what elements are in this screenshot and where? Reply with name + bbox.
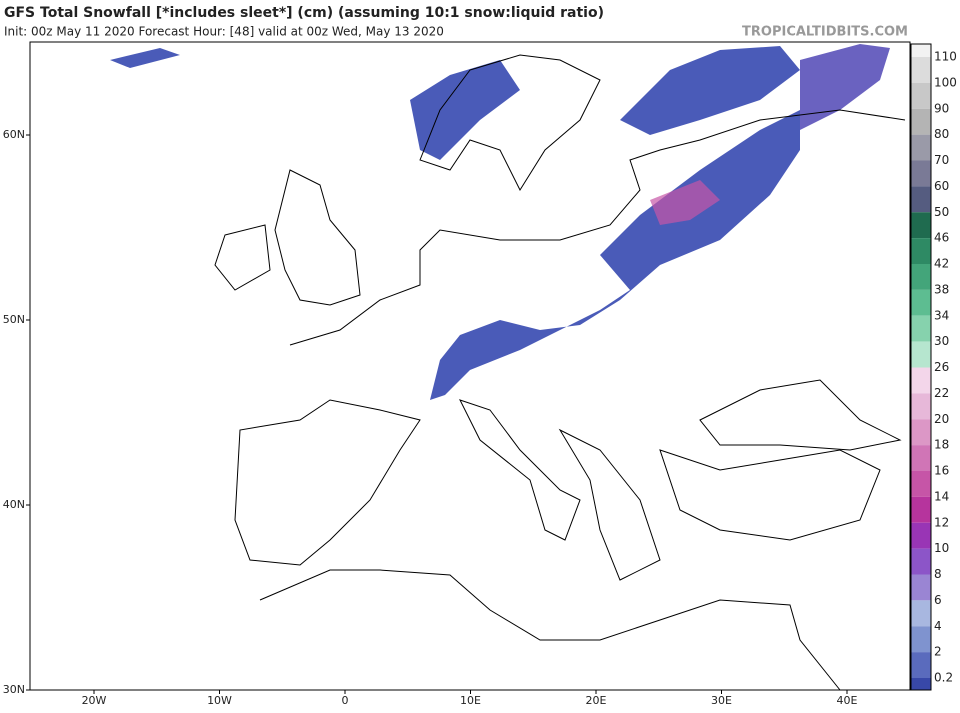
colorbar-segment <box>911 496 931 523</box>
colorbar-label: 100 <box>934 75 957 89</box>
lat-label: 40N <box>3 498 25 511</box>
colorbar-segment <box>911 574 931 601</box>
lon-label: 40E <box>837 694 858 707</box>
colorbar-segment <box>911 186 931 213</box>
colorbar-label: 46 <box>934 231 949 245</box>
colorbar-segment <box>911 471 931 497</box>
subtitle: Init: 00z May 11 2020 Forecast Hour: [48… <box>4 25 444 39</box>
coastline <box>659 449 881 541</box>
colorbar-label: 60 <box>934 179 949 193</box>
lon-label: 30E <box>711 694 732 707</box>
coastline <box>214 224 271 291</box>
colorbar-segment <box>911 678 931 690</box>
colorbar-segment <box>911 57 931 83</box>
coastline <box>699 379 902 451</box>
colorbar-segment <box>911 445 931 471</box>
colorbar-label: 20 <box>934 412 949 426</box>
colorbar-segment <box>911 134 931 161</box>
colorbar-label: 12 <box>934 515 949 529</box>
colorbar-label: 2 <box>934 645 942 659</box>
colorbar-segment <box>911 238 931 264</box>
colorbar-frame <box>910 43 932 691</box>
colorbar-label: 6 <box>934 593 942 607</box>
colorbar-segment <box>911 82 931 109</box>
colorbar-segment <box>911 44 931 57</box>
colorbar-segment <box>911 289 931 316</box>
snow-area <box>430 110 800 400</box>
colorbar-segment <box>911 548 931 575</box>
map-area <box>29 41 911 691</box>
colorbar-segment <box>911 652 931 678</box>
lon-label: 10E <box>460 694 481 707</box>
coastline <box>274 169 361 306</box>
coastline <box>558 428 661 581</box>
colorbar-label: 110 <box>934 50 957 64</box>
snow-area <box>110 48 180 68</box>
title: GFS Total Snowfall [*includes sleet*] (c… <box>4 5 604 21</box>
snow-area <box>650 180 720 225</box>
coastline <box>259 569 841 691</box>
colorbar-label: 80 <box>934 127 949 141</box>
colorbar-label: 8 <box>934 567 942 581</box>
coastline <box>459 399 581 541</box>
colorbar-label: 4 <box>934 619 942 633</box>
colorbar-label: 38 <box>934 282 949 296</box>
coastlines <box>214 54 906 691</box>
colorbar-label: 26 <box>934 360 949 374</box>
colorbar-label: 34 <box>934 308 949 322</box>
colorbar-label: 14 <box>934 489 949 503</box>
lat-label: 30N <box>3 683 25 696</box>
lat-label: 60N <box>3 128 25 141</box>
lon-label: 20E <box>586 694 607 707</box>
colorbar-segment <box>911 419 931 446</box>
coastline <box>289 109 906 346</box>
colorbar-segment <box>911 393 931 420</box>
lon-label: 10W <box>207 694 232 707</box>
colorbar: 1101009080706050464238343026222018161412… <box>910 43 957 691</box>
colorbar-segment <box>911 341 931 368</box>
snow-area <box>410 60 520 160</box>
colorbar-label: 50 <box>934 205 949 219</box>
colorbar-label: 18 <box>934 438 949 452</box>
colorbar-segment <box>911 212 931 239</box>
colorbar-label: 90 <box>934 101 949 115</box>
colorbar-label: 30 <box>934 334 949 348</box>
colorbar-segment <box>911 264 931 290</box>
colorbar-segment <box>911 600 931 627</box>
snow-area <box>800 44 890 130</box>
lon-label: 0 <box>342 694 349 707</box>
axes: 60N 50N 40N 30N 20W 10W 0 10E 20E 30E 40E <box>3 128 858 707</box>
colorbar-segment <box>911 367 931 394</box>
colorbar-segment <box>911 626 931 653</box>
colorbar-label: 16 <box>934 464 949 478</box>
snow-area <box>620 46 800 135</box>
coastline <box>419 54 601 192</box>
watermark: TROPICALTIDBITS.COM <box>742 25 908 40</box>
coastline <box>234 399 421 566</box>
lat-label: 50N <box>3 313 25 326</box>
colorbar-segment <box>911 315 931 342</box>
colorbar-segment <box>911 160 931 187</box>
colorbar-label: 0.2 <box>934 671 953 685</box>
colorbar-label: 22 <box>934 386 949 400</box>
colorbar-segment <box>911 108 931 135</box>
colorbar-segment <box>911 522 931 549</box>
lon-label: 20W <box>82 694 107 707</box>
colorbar-label: 70 <box>934 153 949 167</box>
colorbar-label: 10 <box>934 541 949 555</box>
colorbar-label: 42 <box>934 257 949 271</box>
